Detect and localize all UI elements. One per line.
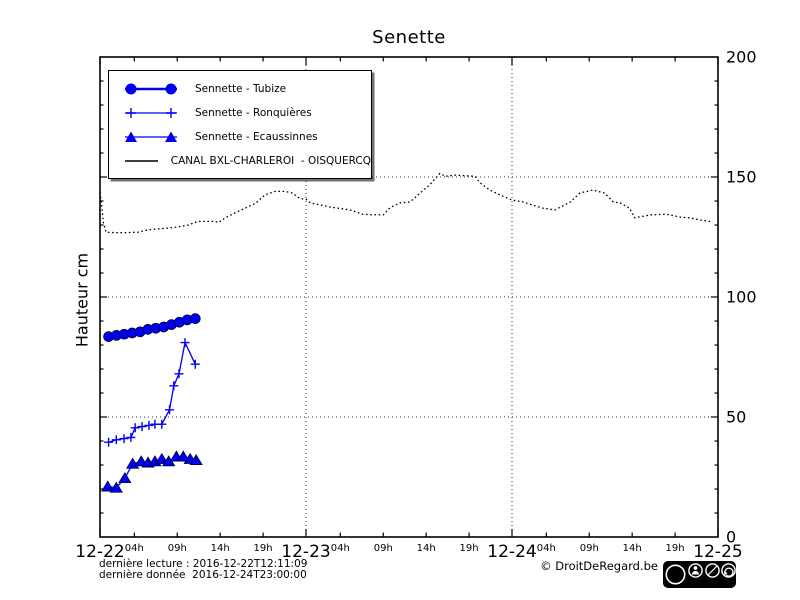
- marker-plus: [130, 423, 140, 433]
- sa-icon: [721, 563, 736, 578]
- x-hour-label: 14h: [417, 543, 436, 554]
- marker-circle: [189, 313, 201, 324]
- legend-item-ronquieres: Sennette - Ronquières: [109, 101, 371, 125]
- marker-triangle: [189, 454, 203, 466]
- series-canal: [99, 172, 713, 234]
- y-tick-label: 150: [726, 168, 757, 187]
- legend-box: Sennette - Tubize Sennette - Ronquières …: [108, 70, 372, 179]
- nc-label: NC: [709, 581, 717, 587]
- copyright-text: © DroitDeRegard.be: [540, 559, 658, 573]
- legend-label: Sennette - Tubize: [195, 83, 287, 95]
- marker-plus: [169, 381, 179, 391]
- marker-triangle: [176, 450, 190, 462]
- x-hour-label: 04h: [331, 543, 350, 554]
- legend-item-canal: CANAL BXL-CHARLEROI - OISQUERCQ: [109, 149, 371, 173]
- legend-marker-triangle-icon: [125, 131, 177, 142]
- marker-plus: [174, 369, 184, 379]
- marker-plus: [111, 435, 121, 445]
- marker-plus: [144, 420, 154, 430]
- y-tick-label: 0: [726, 528, 736, 547]
- x-hour-label: 19h: [666, 543, 685, 554]
- by-label: BY: [692, 581, 699, 587]
- legend-label: CANAL BXL-CHARLEROI - OISQUERCQ: [170, 155, 371, 167]
- x-hour-label: 19h: [460, 543, 479, 554]
- legend-marker-circle-icon: [125, 83, 177, 95]
- x-hour-label: 09h: [374, 543, 393, 554]
- marker-triangle: [109, 481, 123, 493]
- y-tick-label: 200: [726, 48, 757, 67]
- legend-marker-plus-icon: [125, 108, 177, 118]
- x-day-label: 12-24: [487, 542, 536, 562]
- x-hour-label: 09h: [580, 543, 599, 554]
- marker-plus: [165, 405, 175, 415]
- x-hour-label: 04h: [125, 543, 144, 554]
- sa-label: SA: [725, 581, 732, 587]
- x-day-label: 12-25: [693, 542, 742, 562]
- last-reading-text: dernière lecture : 2016-12-22T12:11:09: [99, 558, 308, 570]
- legend-item-tubize: Sennette - Tubize: [109, 77, 371, 101]
- cc-license-badge: cc $ BY NC SA: [663, 561, 736, 592]
- last-data-text: dernière donnée 2016-12-24T23:00:00: [99, 569, 307, 581]
- by-icon: [688, 563, 703, 578]
- x-hour-label: 09h: [168, 543, 187, 554]
- y-tick-label: 50: [726, 408, 746, 427]
- series-ronquieres: [108, 340, 196, 443]
- nc-icon: $: [705, 563, 720, 578]
- y-tick-label: 100: [726, 288, 757, 307]
- marker-plus: [190, 359, 200, 369]
- cc-icon: cc: [665, 564, 686, 585]
- legend-marker-line-icon: [125, 160, 158, 162]
- svg-text:cc: cc: [670, 571, 680, 581]
- chart-title: Senette: [372, 27, 446, 48]
- legend-label: Sennette - Ronquières: [195, 107, 312, 119]
- marker-plus: [119, 434, 129, 444]
- marker-plus: [180, 338, 190, 348]
- marker-plus: [104, 437, 114, 447]
- x-hour-label: 14h: [623, 543, 642, 554]
- x-day-label: 12-23: [281, 542, 330, 562]
- x-hour-label: 04h: [537, 543, 556, 554]
- marker-plus: [126, 432, 136, 442]
- x-hour-label: 14h: [211, 543, 230, 554]
- marker-triangle: [118, 472, 132, 484]
- svg-text:$: $: [709, 567, 715, 577]
- marker-triangle: [155, 452, 169, 464]
- legend-label: Sennette - Ecaussinnes: [195, 131, 318, 143]
- legend-item-ecaussinnes: Sennette - Ecaussinnes: [109, 125, 371, 149]
- marker-triangle: [101, 480, 115, 492]
- marker-plus: [137, 422, 147, 432]
- x-hour-label: 19h: [254, 543, 273, 554]
- x-day-label: 12-22: [75, 542, 124, 562]
- marker-plus: [157, 419, 167, 429]
